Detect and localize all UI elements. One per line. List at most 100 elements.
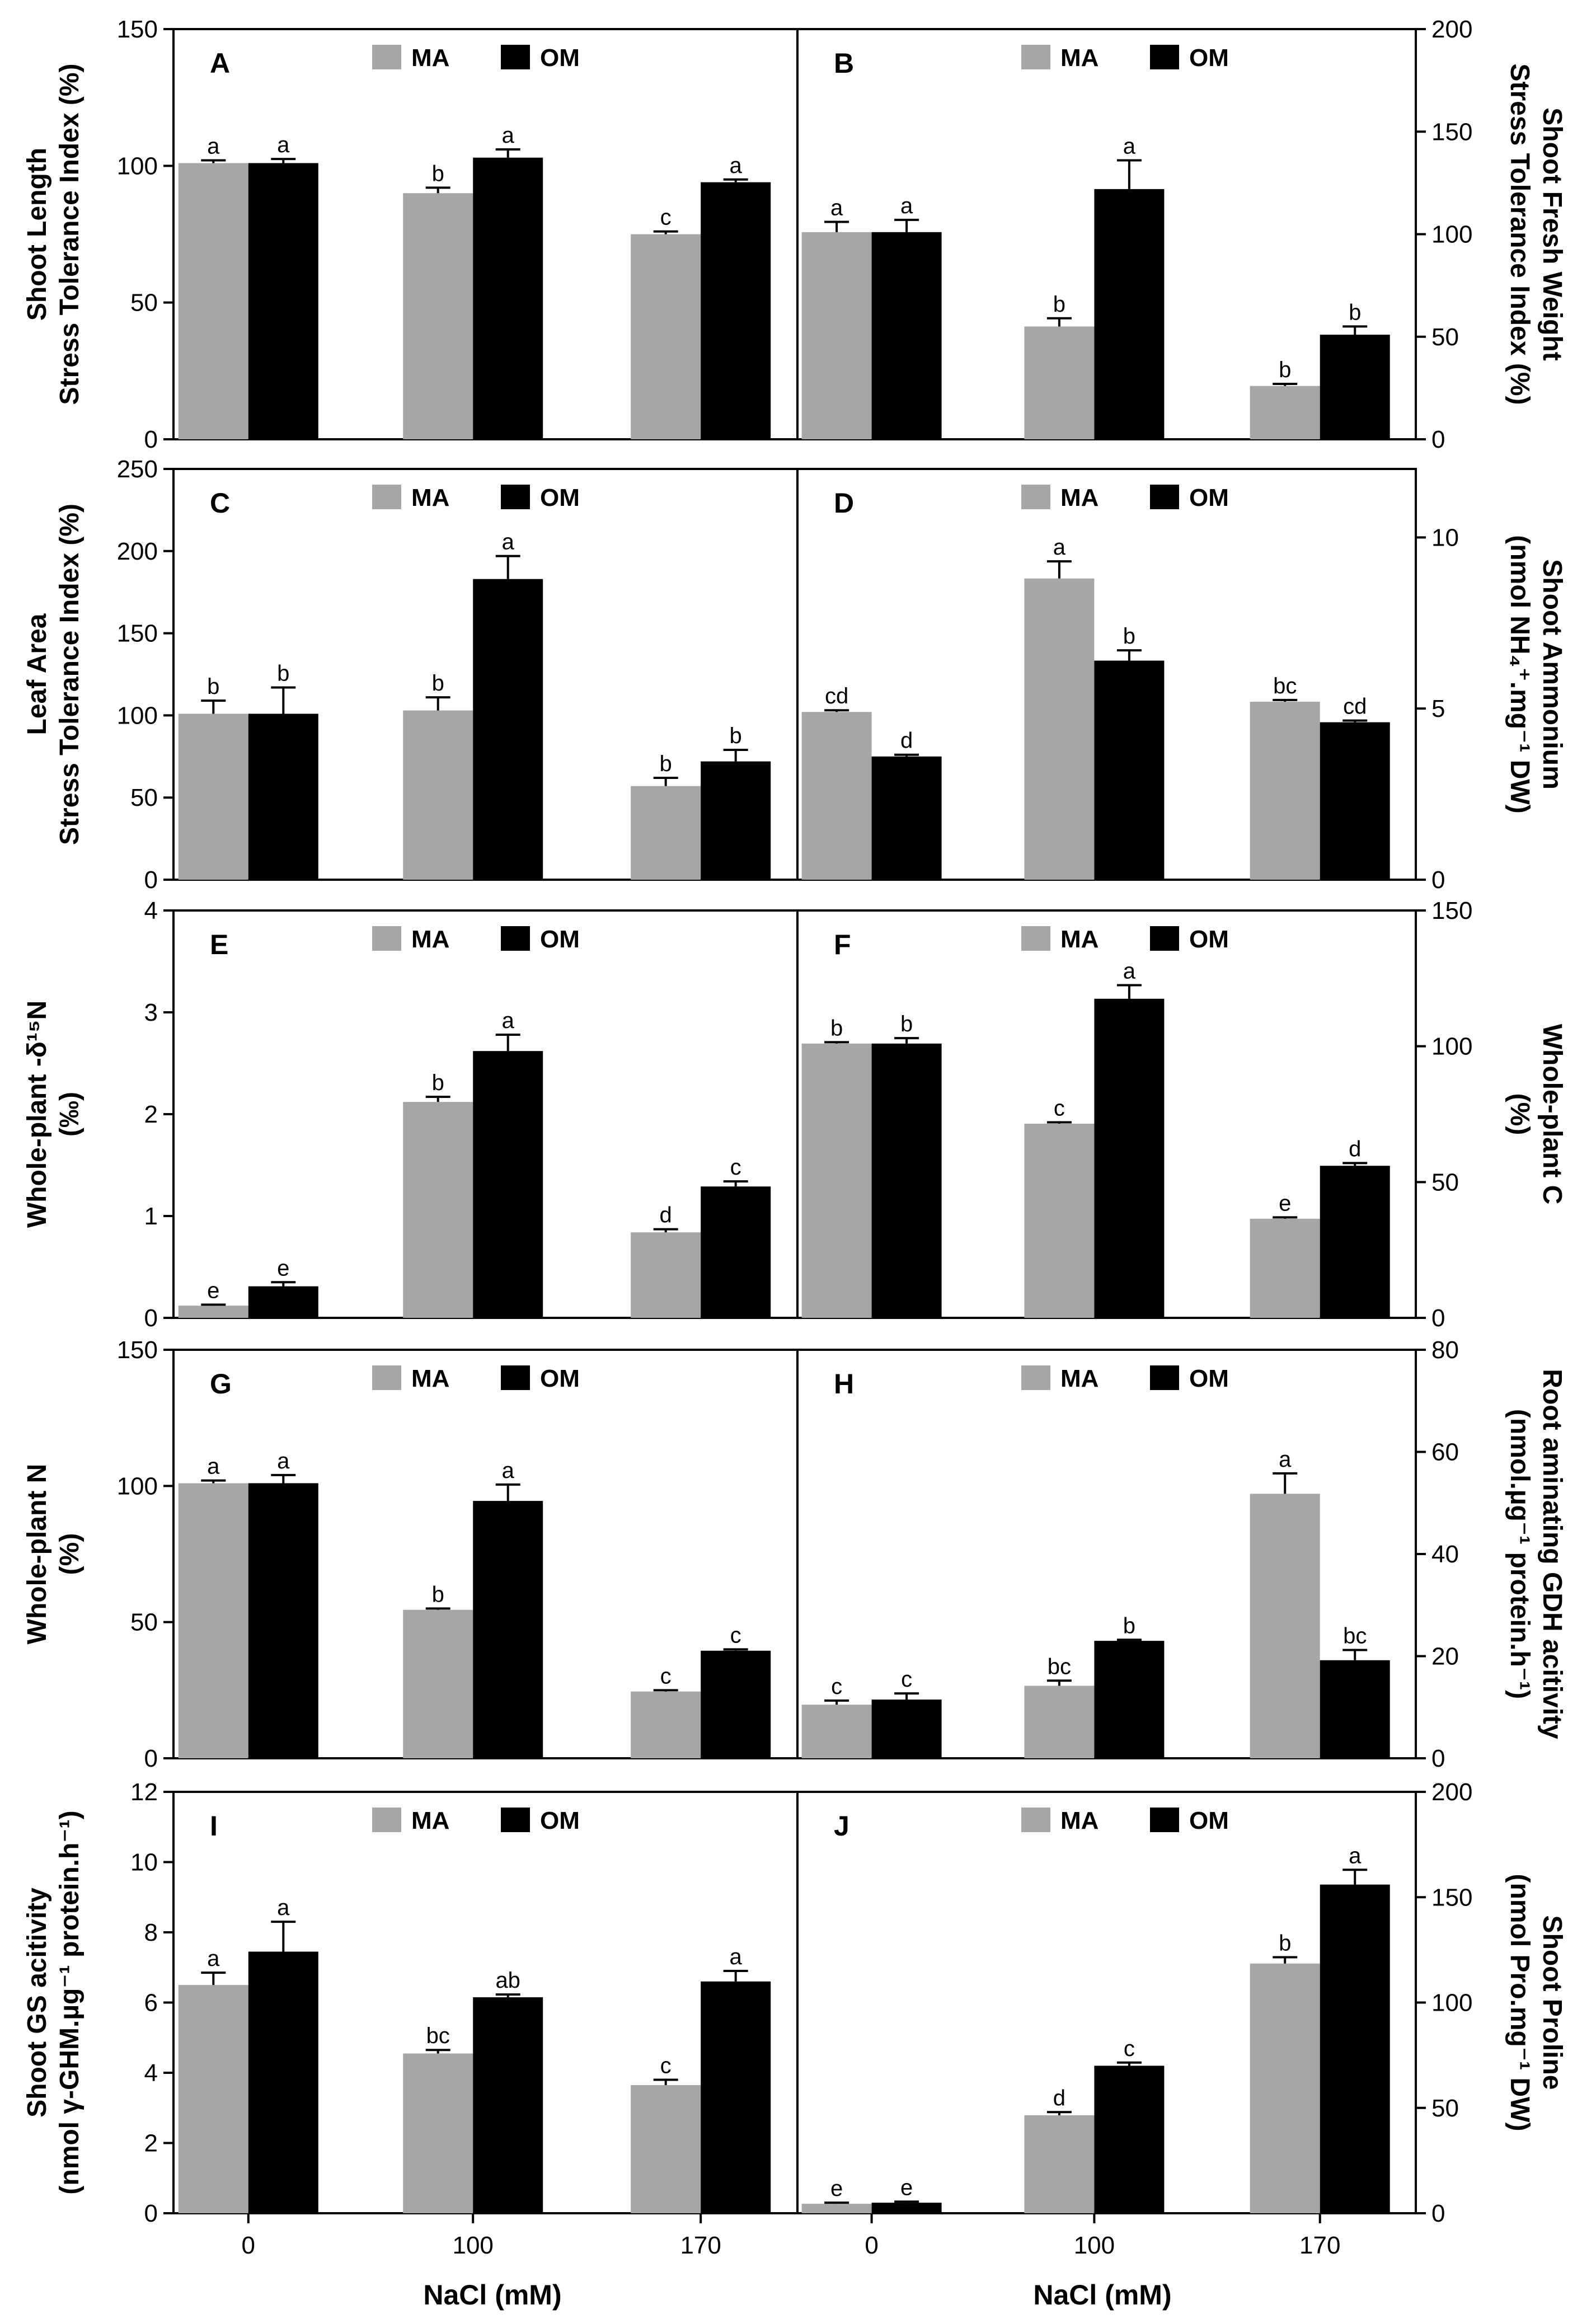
bar-j-om-100	[1094, 2065, 1165, 2213]
panel-j: 0 50 100 150 200 Shoot Proline(nmol Pro.mg⁻¹ …	[796, 1778, 1567, 2259]
significance-label: b	[1349, 300, 1361, 325]
panel-letter-c: C	[210, 487, 230, 519]
significance-label: b	[900, 1012, 913, 1036]
bar-h-om-100	[1094, 1641, 1165, 1758]
panel-e: 0 1 2 3 4 Whole-plant -δ¹⁵N (‰) E MA OM e e b a d c	[22, 897, 799, 1332]
x-tick-label: 0	[865, 2232, 878, 2259]
y-axis-title-j: Shoot Proline(nmol Pro.mg⁻¹ DW)	[1505, 1874, 1567, 2132]
bar-g-ma-100	[403, 1609, 473, 1758]
legend-swatch-ma	[372, 45, 401, 69]
significance-label: b	[660, 752, 672, 776]
y-tick-label: 50	[1431, 2095, 1459, 2122]
legend-label-om: OM	[1189, 1807, 1229, 1834]
y-tick-label: 50	[1431, 1168, 1459, 1196]
bar-f-ma-100	[1024, 1123, 1095, 1318]
bar-e-om-100	[473, 1051, 543, 1318]
bar-e-ma-100	[403, 1102, 473, 1318]
y-tick-label: 50	[1431, 323, 1459, 351]
bar-j-ma-170	[1250, 1963, 1320, 2213]
y-axis-title-line: Stress Tolerance Index (%)	[1505, 64, 1534, 405]
significance-label: cd	[1343, 694, 1367, 719]
legend-label-ma: MA	[1060, 1807, 1099, 1834]
x-tick-label: 170	[680, 2232, 721, 2259]
y-tick-label: 5	[1431, 695, 1445, 722]
y-axis-title-line: Shoot Ammonium	[1537, 559, 1567, 790]
x-axis-title-left: NaCl (mM)	[423, 2279, 561, 2311]
y-tick-label: 150	[1431, 897, 1472, 924]
significance-label: c	[730, 1155, 741, 1180]
y-tick-label: 80	[1431, 1336, 1459, 1364]
panel-c: 0 50 100 150 200 250 Leaf Area Stress Tolerance…	[22, 456, 799, 894]
significance-label: e	[277, 1256, 289, 1280]
significance-label: e	[900, 2175, 913, 2200]
bar-f-ma-0	[801, 1043, 872, 1318]
y-tick-label: 1	[144, 1203, 158, 1230]
legend-label-ma: MA	[411, 1365, 449, 1392]
significance-label: a	[502, 1008, 515, 1033]
bar-i-ma-0	[178, 1985, 248, 2213]
significance-label: a	[502, 1458, 515, 1483]
y-axis-title-line: Whole-plant C	[1537, 1024, 1567, 1205]
y-tick-label: 100	[1431, 1989, 1472, 2017]
y-tick-label: 0	[144, 1745, 158, 1772]
significance-label: b	[432, 161, 444, 186]
legend-label-om: OM	[1189, 44, 1229, 72]
legend-label-ma: MA	[411, 1807, 449, 1834]
panel-h: 0 20 40 60 80 Root aminating GDH acitivity(nm…	[796, 1336, 1567, 1772]
significance-label: c	[730, 1623, 741, 1647]
legend-label-ma: MA	[1060, 926, 1099, 953]
y-tick-label: 200	[1431, 1778, 1472, 1806]
y-tick-label: 50	[130, 289, 158, 317]
legend-label-om: OM	[540, 1807, 580, 1834]
bar-c-om-170	[701, 761, 771, 880]
significance-label: cd	[825, 684, 848, 708]
y-axis-title-line: Whole-plant N	[22, 1464, 52, 1645]
y-tick-label: 4	[144, 2059, 158, 2087]
bar-b-om-100	[1094, 189, 1165, 439]
y-axis-title-line: (%)	[55, 1533, 85, 1575]
bar-g-ma-170	[631, 1691, 701, 1758]
y-axis-title-line: Stress Tolerance Index (%)	[55, 504, 85, 845]
significance-label: a	[830, 196, 843, 220]
significance-label: bc	[1273, 674, 1297, 698]
bar-g-om-0	[248, 1483, 318, 1758]
significance-label: a	[1279, 1447, 1292, 1472]
significance-label: c	[1124, 2036, 1135, 2061]
y-axis-title-line: (nmol Pro.mg⁻¹ DW)	[1505, 1874, 1534, 2132]
significance-label: a	[1123, 959, 1136, 983]
significance-label: b	[830, 1016, 843, 1040]
y-tick-label: 200	[1431, 16, 1472, 43]
significance-label: a	[900, 194, 913, 218]
x-tick-label: 170	[1299, 2232, 1340, 2259]
legend-label-ma: MA	[411, 484, 449, 511]
y-tick-label: 0	[144, 2200, 158, 2227]
panel-letter-j: J	[834, 1810, 849, 1842]
x-tick-label: 100	[452, 2232, 493, 2259]
legend-label-om: OM	[540, 926, 580, 953]
significance-label: c	[901, 1667, 912, 1692]
y-axis-title-line: Leaf Area	[22, 613, 52, 735]
panel-letter-a: A	[210, 48, 230, 79]
legend-label-ma: MA	[1060, 44, 1099, 72]
significance-label: b	[277, 661, 289, 686]
significance-label: a	[502, 530, 515, 555]
panel-letter-g: G	[210, 1368, 232, 1400]
significance-label: c	[660, 205, 672, 230]
y-tick-label: 60	[1431, 1439, 1459, 1466]
y-axis-title-g: Whole-plant N (%)	[22, 1464, 85, 1645]
bar-j-om-0	[871, 2203, 942, 2213]
legend-swatch-om	[1150, 45, 1179, 69]
y-tick-label: 0	[144, 426, 158, 453]
legend-swatch-om	[1150, 485, 1179, 509]
bar-a-ma-0	[178, 163, 248, 439]
bar-i-om-100	[473, 1997, 543, 2213]
y-axis-title-e: Whole-plant -δ¹⁵N (‰)	[22, 1001, 85, 1228]
x-tick-label: 100	[1074, 2232, 1115, 2259]
bar-d-ma-100	[1024, 578, 1095, 880]
y-axis-title-line: Stress Tolerance Index (%)	[55, 64, 85, 405]
y-axis-title-line: Shoot GS acitivity	[22, 1888, 52, 2118]
legend-swatch-om	[501, 485, 530, 509]
y-tick-label: 0	[1431, 1304, 1445, 1332]
